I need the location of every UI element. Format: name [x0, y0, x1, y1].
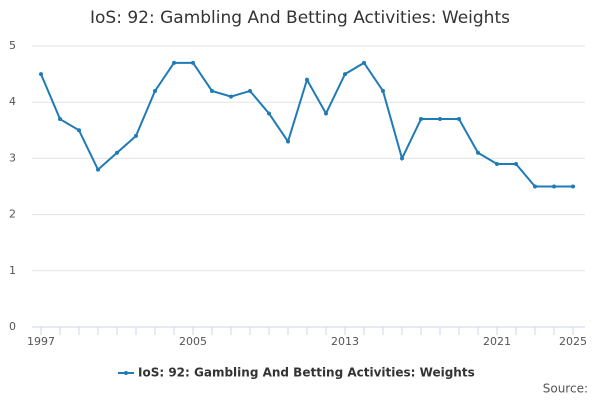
data-point: [134, 133, 138, 138]
data-point: [324, 111, 328, 116]
data-point: [248, 88, 252, 93]
data-point: [533, 184, 537, 189]
legend-label: IoS: 92: Gambling And Betting Activities…: [138, 366, 475, 380]
data-point: [286, 139, 290, 144]
data-point: [172, 60, 176, 65]
data-point: [571, 184, 575, 189]
data-point: [305, 77, 309, 82]
chart-title: IoS: 92: Gambling And Betting Activities…: [90, 8, 510, 28]
y-tick-label: 2: [9, 208, 16, 221]
data-point: [96, 167, 100, 172]
y-tick-label: 4: [9, 95, 16, 108]
data-point: [77, 128, 81, 133]
data-point: [400, 156, 404, 161]
data-point: [229, 94, 233, 99]
x-tick-label: 2025: [559, 335, 587, 348]
x-tick-label: 2013: [331, 335, 359, 348]
data-point: [267, 111, 271, 116]
data-point: [552, 184, 556, 189]
legend-marker: [124, 371, 128, 375]
data-point: [438, 117, 442, 122]
data-point: [381, 88, 385, 93]
x-tick-label: 1997: [27, 335, 55, 348]
data-point: [362, 60, 366, 65]
data-point: [39, 72, 43, 77]
data-point: [58, 117, 62, 122]
y-tick-label: 3: [9, 151, 16, 164]
y-tick-label: 5: [9, 39, 16, 52]
x-tick-label: 2005: [179, 335, 207, 348]
data-point: [343, 72, 347, 77]
data-point: [115, 150, 119, 155]
data-point: [210, 88, 214, 93]
data-point: [476, 150, 480, 155]
data-point: [495, 162, 499, 167]
data-point: [191, 60, 195, 65]
data-point: [419, 117, 423, 122]
x-tick-label: 2021: [483, 335, 511, 348]
y-tick-label: 1: [9, 264, 16, 277]
data-point: [153, 88, 157, 93]
source: Source:: [543, 382, 588, 396]
data-point: [514, 162, 518, 167]
data-point: [457, 117, 461, 122]
y-tick-label: 0: [9, 320, 16, 333]
